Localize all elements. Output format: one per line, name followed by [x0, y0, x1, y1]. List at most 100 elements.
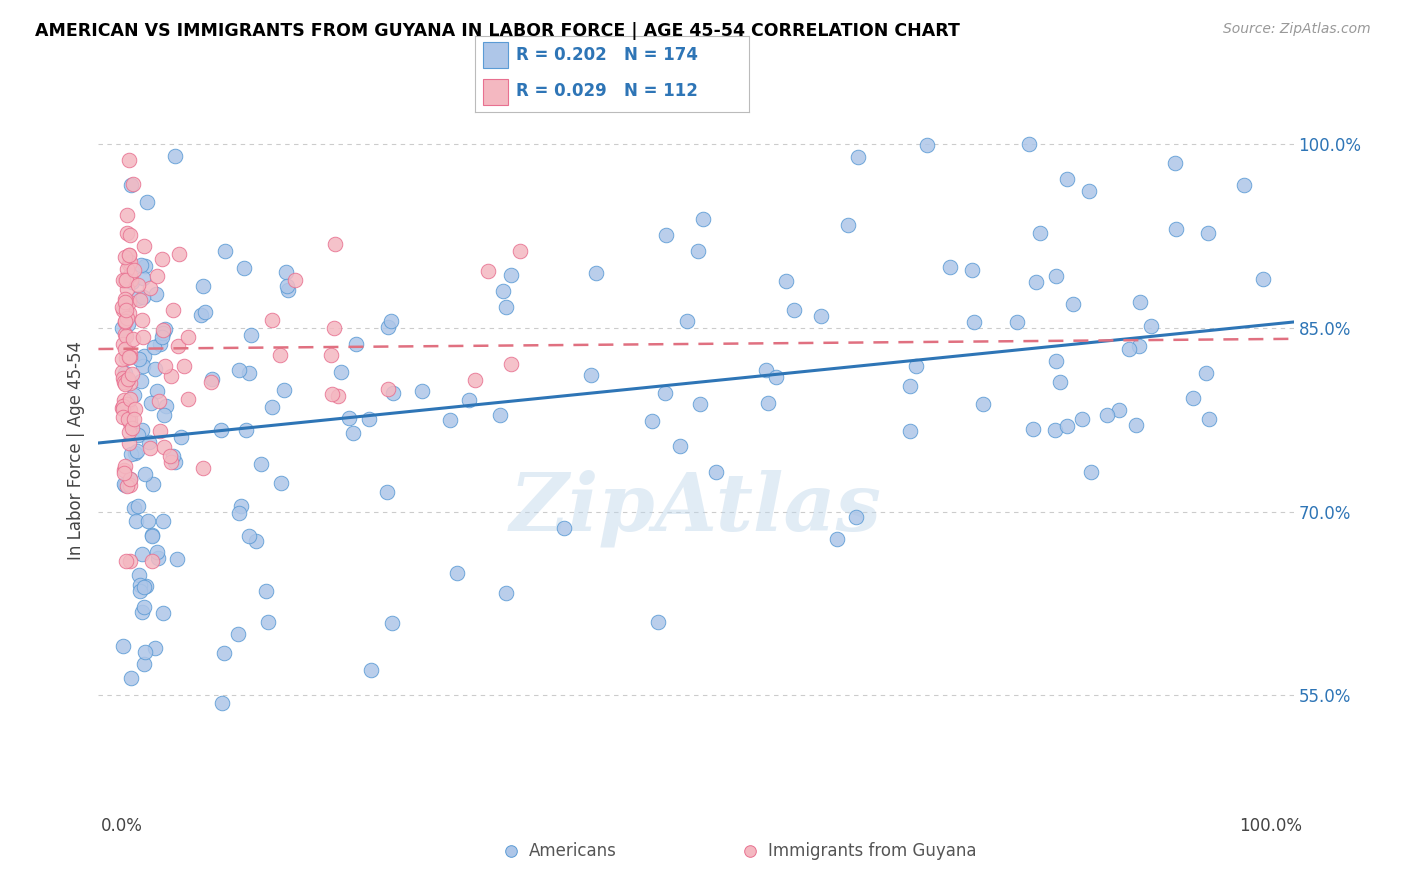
Point: [118, 350, 141, 364]
Point: [1029, 226, 1052, 240]
Point: [112, 463, 135, 477]
Point: [235, 423, 257, 437]
Point: [200, 375, 222, 389]
Point: [654, 386, 676, 401]
Point: [277, 283, 299, 297]
Point: [117, 425, 139, 439]
Point: [131, 605, 153, 619]
Point: [1140, 318, 1163, 333]
Point: [155, 359, 177, 373]
Point: [134, 349, 156, 363]
Point: [1045, 354, 1067, 368]
Point: [1045, 268, 1067, 283]
Point: [321, 348, 343, 362]
Point: [129, 293, 152, 308]
Point: [141, 527, 163, 541]
Point: [499, 268, 522, 282]
Point: [256, 615, 278, 629]
Point: [125, 514, 148, 528]
Point: [114, 299, 136, 313]
Point: [495, 586, 517, 600]
Point: [688, 244, 710, 258]
Point: [118, 478, 141, 492]
Point: [960, 263, 983, 277]
Point: [131, 423, 153, 437]
Text: R = 0.029   N = 112: R = 0.029 N = 112: [516, 82, 699, 101]
Point: [641, 414, 664, 428]
Point: [357, 411, 380, 425]
Point: [134, 467, 156, 481]
Point: [191, 279, 214, 293]
Point: [145, 545, 167, 559]
Point: [169, 430, 191, 444]
Point: [212, 646, 235, 660]
Point: [905, 359, 928, 374]
Point: [209, 423, 232, 437]
Point: [152, 514, 174, 528]
Point: [329, 365, 352, 379]
Point: [239, 327, 262, 342]
Point: [139, 441, 162, 455]
Point: [775, 274, 797, 288]
Point: [411, 384, 433, 398]
Point: [228, 363, 250, 377]
Point: [118, 153, 141, 168]
Point: [148, 551, 170, 566]
Point: [1095, 408, 1118, 422]
Point: [457, 392, 479, 407]
Point: [115, 273, 138, 287]
Point: [139, 281, 162, 295]
Point: [1062, 297, 1084, 311]
Point: [112, 337, 135, 351]
Point: [194, 305, 217, 319]
Point: [138, 435, 160, 450]
Point: [810, 309, 832, 323]
Point: [128, 568, 150, 582]
Point: [117, 248, 139, 262]
Point: [124, 262, 146, 277]
Point: [114, 342, 136, 356]
Point: [972, 397, 994, 411]
Point: [201, 372, 224, 386]
Point: [1078, 184, 1101, 198]
Point: [114, 326, 136, 341]
Point: [131, 290, 153, 304]
Point: [464, 373, 486, 387]
Point: [381, 386, 404, 401]
Point: [135, 579, 157, 593]
Point: [118, 268, 141, 282]
Point: [150, 330, 173, 344]
Point: [1129, 294, 1152, 309]
Point: [153, 322, 176, 336]
Point: [143, 340, 166, 354]
Point: [131, 313, 153, 327]
Point: [1021, 422, 1043, 436]
Point: [127, 278, 149, 293]
Point: [122, 501, 145, 516]
Point: [163, 454, 186, 468]
Point: [173, 359, 195, 374]
Point: [115, 479, 138, 493]
Point: [326, 389, 349, 403]
Point: [121, 178, 143, 192]
Point: [115, 208, 138, 222]
Point: [132, 359, 155, 374]
Point: [112, 393, 135, 408]
Point: [377, 319, 399, 334]
Point: [120, 227, 142, 242]
Point: [114, 294, 136, 309]
Text: R = 0.202   N = 174: R = 0.202 N = 174: [516, 46, 699, 64]
Point: [260, 400, 283, 414]
Point: [579, 368, 602, 382]
Point: [129, 374, 152, 388]
Point: [783, 303, 806, 318]
Point: [756, 396, 779, 410]
Point: [1233, 178, 1256, 193]
Point: [136, 514, 159, 528]
Point: [134, 644, 156, 658]
Point: [231, 499, 253, 513]
Point: [120, 447, 142, 461]
Point: [118, 436, 141, 450]
Point: [160, 455, 183, 469]
Point: [117, 282, 139, 296]
